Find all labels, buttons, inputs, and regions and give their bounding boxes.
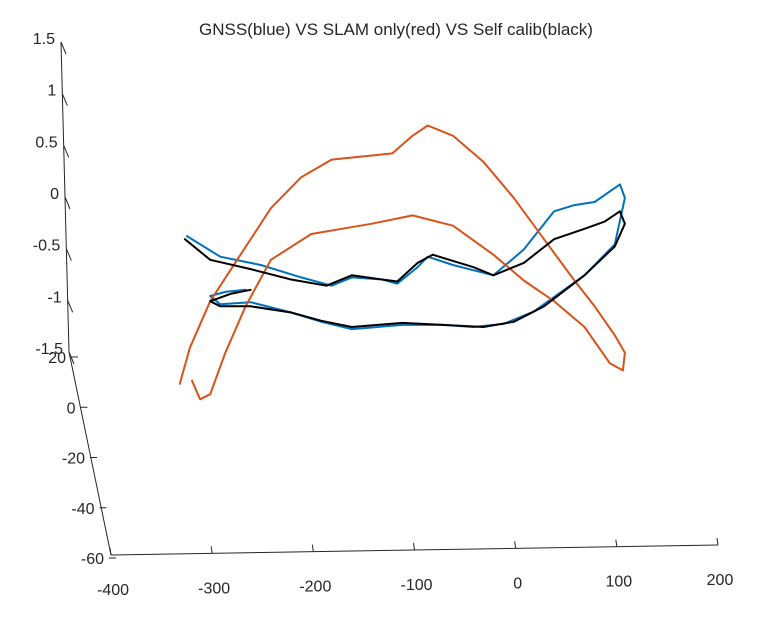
x-tick-label: -400: [97, 582, 129, 599]
x-tick-mark: [514, 541, 517, 549]
x-tick-label: 200: [707, 572, 734, 589]
x-ticks: -400 -300 -200 -100 0 100 200: [97, 537, 734, 599]
x-tick-mark: [716, 537, 719, 546]
z-tick-mark: [65, 248, 72, 261]
series-line-1: [178, 124, 626, 401]
series-line-2: [183, 210, 626, 328]
z-tick-mark: [61, 93, 68, 106]
z-tick-label: -1.5: [35, 341, 63, 358]
z-tick-mark: [67, 300, 74, 313]
x-tick-mark: [615, 539, 618, 547]
y-axis-line: [68, 351, 112, 556]
x-tick-label: -100: [400, 577, 432, 594]
y-ticks: 20 0 -20 -40 -60: [48, 350, 116, 568]
z-tick-mark: [68, 351, 75, 365]
trajectory-series: [178, 124, 626, 401]
y-tick-label: -60: [81, 551, 104, 568]
x-tick-mark: [311, 544, 314, 552]
z-tick-mark: [60, 41, 67, 55]
z-tick-mark: [63, 145, 70, 158]
x-tick-label: -200: [299, 579, 331, 596]
y-tick-label: 0: [67, 400, 76, 417]
x-tick-mark: [210, 546, 213, 554]
chart-title: GNSS(blue) VS SLAM only(red) VS Self cal…: [199, 20, 593, 39]
z-tick-label: -0.5: [33, 238, 61, 255]
z-tick-mark: [64, 196, 71, 210]
x-tick-mark: [413, 542, 415, 551]
z-tick-label: 0: [50, 186, 59, 203]
x-tick-label: 100: [605, 574, 632, 591]
x-tick-label: -300: [198, 580, 230, 597]
z-tick-label: -1: [47, 289, 61, 306]
x-tick-mark: [109, 547, 112, 556]
y-tick-label: -20: [62, 451, 85, 468]
z-tick-label: 1: [47, 83, 56, 100]
z-tick-label: 1.5: [33, 31, 55, 48]
axes-lines: [60, 41, 719, 556]
x-tick-label: 0: [513, 575, 522, 592]
y-tick-label: -40: [71, 501, 94, 518]
y-tick-label: 20: [48, 350, 66, 367]
z-tick-label: 0.5: [35, 134, 57, 151]
z-ticks: 1.5 1 0.5 0 -0.5 -1 -1.5: [33, 31, 75, 365]
